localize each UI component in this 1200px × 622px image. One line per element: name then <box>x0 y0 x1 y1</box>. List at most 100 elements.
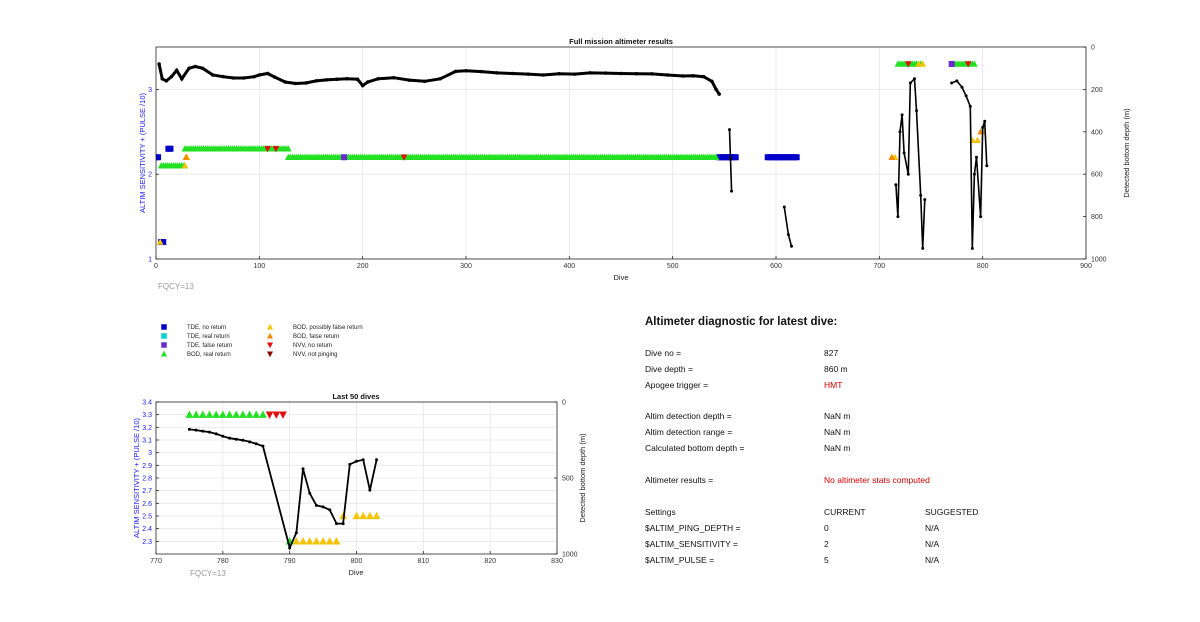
legend-item: BOD, false return <box>266 332 339 340</box>
top-detected-bottom-depth-point <box>422 79 427 84</box>
bot-detected-bottom-depth-point <box>301 467 305 471</box>
setting-name: $ALTIM_SENSITIVITY = <box>645 539 738 549</box>
top-bod-false-return-point <box>182 153 190 160</box>
top-detected-bottom-depth-point <box>970 246 974 250</box>
top-detected-bottom-depth-point <box>200 66 205 70</box>
top-detected-bottom-depth-point <box>314 79 318 83</box>
top-detected-bottom-depth-point <box>981 126 985 130</box>
top-detected-bottom-depth-point <box>304 81 308 85</box>
legend-item: NVV, not pinging <box>266 351 337 358</box>
bot-bod-real-return-point <box>192 410 200 418</box>
top-detected-bottom-depth-point <box>164 79 169 83</box>
top-tde-no-return-point <box>167 145 174 152</box>
top-y2tick-label: 200 <box>1091 87 1103 94</box>
diagnostic-panel: Altimeter diagnostic for latest dive: Di… <box>645 316 978 565</box>
top-detected-bottom-depth-point <box>324 78 329 82</box>
diagnostic-title: Altimeter diagnostic for latest dive: <box>645 316 837 328</box>
bot-ytick-label: 3.2 <box>142 425 152 432</box>
top-detected-bottom-depth-point <box>526 72 530 76</box>
bot-ytick-label: 2.4 <box>142 526 152 533</box>
top-detected-bottom-depth-line <box>783 206 793 247</box>
bot-ytick-label: 2.5 <box>142 514 152 521</box>
bot-detected-bottom-depth-point <box>221 434 225 438</box>
top-detected-bottom-depth-point <box>782 205 786 209</box>
top-bod-real-return-point <box>284 145 292 152</box>
top-nvv-no-return-point <box>272 146 280 153</box>
diag-row-value: NaN m <box>824 443 850 453</box>
top-detected-bottom-depth-point <box>786 233 790 237</box>
top-y2tick-label: 600 <box>1091 172 1103 179</box>
top-xtick-label: 200 <box>357 263 369 270</box>
bot-xtick-label: 810 <box>417 558 429 565</box>
bot-detected-bottom-depth-point <box>241 438 245 442</box>
top-detected-bottom-depth-point <box>955 79 959 83</box>
top-detected-bottom-depth-point <box>974 155 978 159</box>
top-detected-bottom-depth-point <box>391 75 396 80</box>
bot-bod-real-return-point <box>198 410 207 418</box>
top-detected-bottom-depth-point <box>968 104 972 108</box>
top-detected-bottom-depth-point <box>950 81 954 85</box>
bot-bod-possibly-false-return-point <box>319 537 327 545</box>
top-detected-bottom-depth-point <box>174 68 179 73</box>
bot-detected-bottom-depth-point <box>321 505 325 509</box>
bot-bod-real-return-point <box>232 410 241 418</box>
top-chart-frame <box>155 46 1087 260</box>
bot-detected-bottom-depth-point <box>375 458 379 462</box>
bot-bod-real-return-point <box>252 410 261 418</box>
legend-marker <box>161 333 167 339</box>
legend-item: TDE, no return <box>161 324 226 331</box>
bot-detected-bottom-depth-point <box>368 488 372 492</box>
bot-detected-bottom-depth-point <box>187 427 191 431</box>
top-detected-bottom-depth-series <box>157 62 989 250</box>
top-tde-false-return-point <box>341 154 348 161</box>
top-detected-bottom-depth-point <box>193 64 198 69</box>
bot-xtick-label: 780 <box>217 558 229 565</box>
top-xtick-label: 400 <box>563 263 575 270</box>
bottom-chart-y2label: Detected bottom depth (m) <box>578 433 587 523</box>
top-detected-bottom-depth-point <box>790 244 793 248</box>
top-ytick-label: 1 <box>148 257 152 264</box>
top-bod-possibly-false-return-point <box>181 162 189 169</box>
top-tde-false-return-point <box>948 60 955 67</box>
setting-name: $ALTIM_PULSE = <box>645 555 714 565</box>
setting-current: 2 <box>824 539 829 549</box>
legend-item: TDE, real return <box>161 333 230 340</box>
top-detected-bottom-depth-point <box>169 74 174 79</box>
bot-bod-possibly-false-return-point <box>312 537 321 545</box>
setting-current: 5 <box>824 555 829 565</box>
top-y2tick-label: 1000 <box>1091 257 1107 264</box>
bot-y2tick-label: 1000 <box>562 552 578 559</box>
setting-current: 0 <box>824 523 829 533</box>
legend-marker <box>266 332 274 339</box>
top-detected-bottom-depth-point <box>345 77 349 81</box>
top-detected-bottom-depth-point <box>438 77 442 81</box>
top-detected-bottom-depth-point <box>912 77 916 81</box>
bot-ytick-label: 3.4 <box>142 400 152 407</box>
top-detected-bottom-depth-point <box>902 151 906 155</box>
bottom-chart-ticks: 770 780 790 800 810 820 830 2.3 2.4 2.5 2.6 2.7 2.8 2… <box>142 400 577 566</box>
diag-row-value: NaN m <box>824 411 850 421</box>
top-detected-bottom-depth-point <box>252 74 256 79</box>
legend-label: TDE, real return <box>187 334 230 340</box>
legend-label: BOD, real return <box>187 352 231 358</box>
bot-bod-real-return-series <box>185 410 294 545</box>
top-bod-possibly-false-return-point <box>156 238 164 245</box>
bot-detected-bottom-depth-line <box>189 428 378 551</box>
top-xtick-label: 0 <box>154 263 158 270</box>
top-detected-bottom-depth-point <box>701 74 706 79</box>
legend-label: NVV, no return <box>293 343 332 349</box>
top-bod-real-return-point <box>971 60 978 67</box>
top-detected-bottom-depth-point <box>603 71 608 75</box>
top-detected-bottom-depth-point <box>728 128 731 132</box>
top-detected-bottom-depth-point <box>730 189 734 193</box>
top-nvv-no-return-series <box>264 61 972 161</box>
top-detected-bottom-depth-point <box>915 109 919 113</box>
bot-ytick-label: 3.3 <box>142 412 152 419</box>
bot-detected-bottom-depth-point <box>201 429 205 433</box>
top-bod-false-return-point <box>888 153 896 160</box>
top-nvv-no-return-point <box>400 154 408 161</box>
top-nvv-no-return-point <box>904 61 912 68</box>
bot-bod-real-return-point <box>239 410 247 418</box>
top-nvv-no-return-point <box>964 61 972 68</box>
top-xtick-label: 300 <box>460 263 472 270</box>
